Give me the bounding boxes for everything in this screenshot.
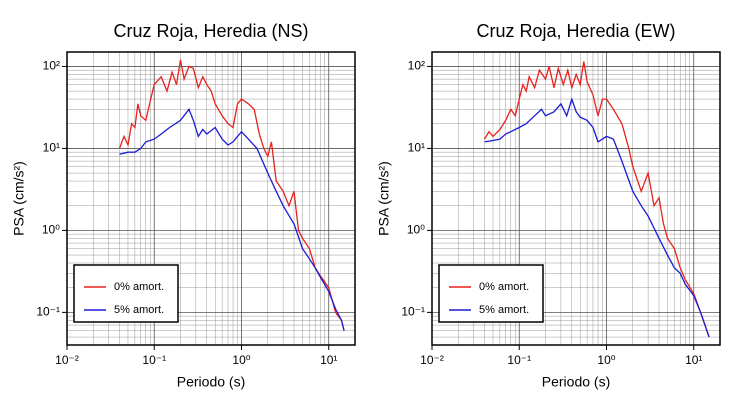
plot-frame: [66, 51, 356, 346]
y-tick-label: 10¹: [43, 141, 60, 155]
y-tick-label: 10⁻¹: [401, 305, 425, 319]
legend-label: 5% amort.: [479, 304, 529, 316]
series-line: [483, 61, 710, 338]
x-tick-label: 10¹: [320, 353, 337, 367]
legend-box: [73, 264, 179, 323]
y-tick-label: 10⁰: [42, 223, 60, 237]
x-tick-label: 10⁰: [597, 353, 615, 367]
chart-title: Cruz Roja, Heredia (EW): [476, 21, 675, 41]
x-axis-label: Periodo (s): [542, 374, 610, 390]
x-axis-label: Periodo (s): [177, 374, 245, 390]
series-line: [484, 97, 710, 338]
series-line: [118, 59, 345, 331]
legend-label: 0% amort.: [114, 281, 164, 293]
legend-label: 5% amort.: [114, 304, 164, 316]
x-tick-label: 10⁻²: [55, 353, 79, 367]
plot-frame: [431, 51, 721, 346]
x-tick-label: 10⁻²: [420, 353, 444, 367]
y-axis-label: PSA (cm/s²): [376, 161, 392, 236]
y-tick-label: 10¹: [408, 141, 425, 155]
y-tick-label: 10²: [408, 59, 425, 73]
y-tick-label: 10⁻¹: [36, 305, 60, 319]
y-tick-label: 10⁰: [407, 223, 425, 237]
y-axis-label: PSA (cm/s²): [11, 161, 27, 236]
x-tick-label: 10¹: [685, 353, 702, 367]
x-tick-label: 10⁻¹: [142, 353, 166, 367]
chart-title: Cruz Roja, Heredia (NS): [113, 21, 308, 41]
x-tick-label: 10⁻¹: [507, 353, 531, 367]
x-tick-label: 10⁰: [232, 353, 250, 367]
y-tick-label: 10²: [43, 59, 60, 73]
series-line: [119, 107, 345, 331]
legend-box: [438, 264, 544, 323]
legend-label: 0% amort.: [479, 281, 529, 293]
